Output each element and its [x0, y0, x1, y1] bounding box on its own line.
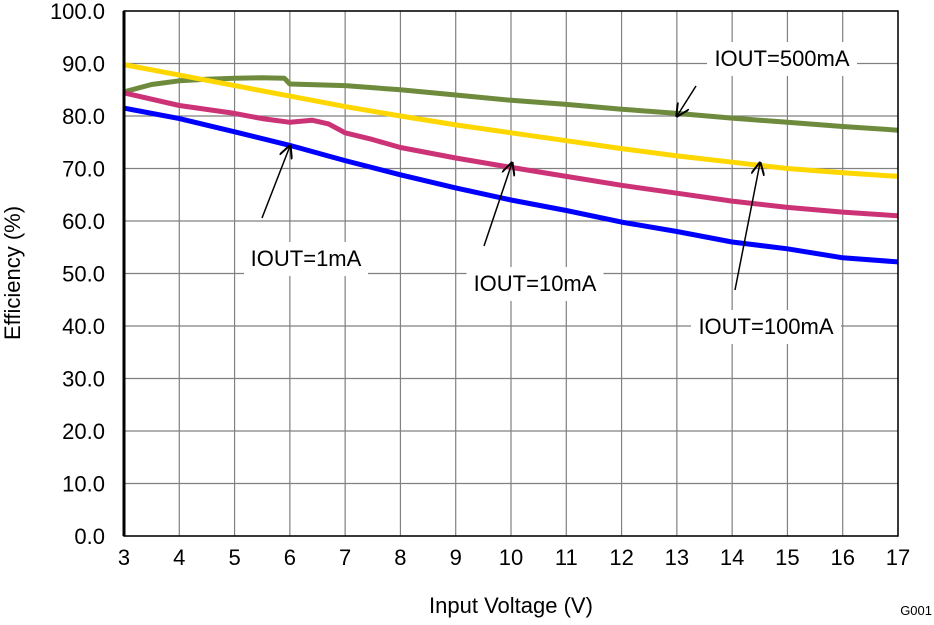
annotation-label: IOUT=10mA [474, 271, 597, 296]
annotation-label: IOUT=500mA [714, 46, 849, 71]
y-tick-label: 80.0 [62, 104, 105, 129]
y-tick-label: 50.0 [62, 262, 105, 287]
x-tick-label: 13 [665, 545, 689, 570]
series-line-iout-10ma [123, 90, 899, 219]
series-line-iout-1ma [123, 105, 899, 265]
annotation-arrow-icon [734, 163, 760, 291]
x-tick-label: 5 [228, 545, 240, 570]
x-tick-label: 11 [555, 545, 578, 570]
annotation-arrow-icon [677, 85, 697, 116]
x-tick-label: 3 [118, 545, 130, 570]
y-tick-label: 100.0 [50, 0, 105, 24]
annotations: IOUT=1mA IOUT=10mA IOUT=100mA IOUT=500mA [244, 42, 857, 344]
x-tick-label: 7 [339, 545, 351, 570]
x-tick-label: 9 [450, 545, 462, 570]
annotation-arrow-icon [483, 163, 512, 247]
y-tick-label: 30.0 [62, 367, 105, 392]
x-tick-label: 10 [499, 545, 523, 570]
x-tick-label: 8 [394, 545, 406, 570]
x-tick-label: 14 [720, 545, 744, 570]
annotation-arrow-icon [261, 146, 290, 219]
y-tick-label: 40.0 [62, 314, 105, 339]
annotation-label: IOUT=1mA [251, 246, 362, 271]
x-tick-label: 12 [609, 545, 633, 570]
annotation-background [691, 310, 841, 344]
annotation-background [244, 242, 368, 276]
y-tick-label: 90.0 [62, 52, 105, 77]
annotation-background [466, 267, 604, 301]
annotation-label: IOUT=100mA [698, 314, 833, 339]
y-tick-label: 10.0 [62, 472, 105, 497]
y-tick-label: 20.0 [62, 419, 105, 444]
annotation-background [707, 42, 857, 76]
y-tick-label: 60.0 [62, 209, 105, 234]
series-line-iout-100ma [123, 62, 899, 179]
x-tick-label: 17 [886, 545, 910, 570]
figure-code: G001 [900, 603, 932, 618]
y-tick-label: 70.0 [62, 157, 105, 182]
series-lines [123, 62, 899, 265]
x-tick-label: 4 [173, 545, 185, 570]
x-axis-label: Input Voltage (V) [429, 593, 593, 618]
x-tick-label: 15 [775, 545, 799, 570]
x-tick-label: 6 [284, 545, 296, 570]
y-axis-label: Efficiency (%) [0, 206, 25, 340]
tick-labels: 3 4 5 6 7 8 9 10 11 12 13 14 15 16 17 0.0 10.0 20.0 30.0 40… [50, 0, 910, 570]
y-tick-label: 0.0 [74, 524, 105, 549]
x-tick-label: 16 [830, 545, 854, 570]
